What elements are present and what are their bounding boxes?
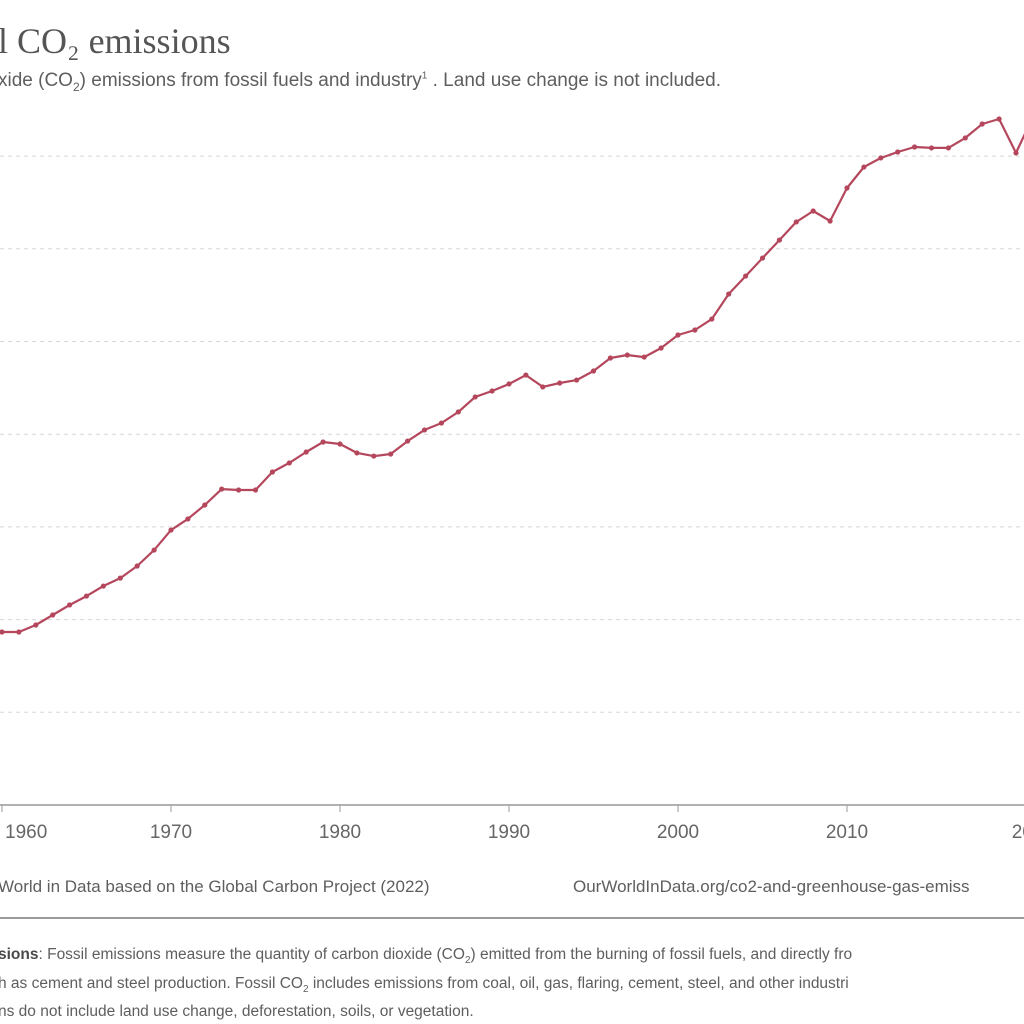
data-point[interactable] — [861, 164, 867, 170]
x-tick-label: 2010 — [826, 822, 868, 843]
chart-subtitle: xide (CO2) emissions from fossil fuels a… — [0, 70, 721, 94]
data-point[interactable] — [371, 453, 377, 459]
x-tick-label: 1970 — [150, 822, 192, 843]
data-point[interactable] — [489, 388, 495, 394]
data-point[interactable] — [895, 149, 901, 155]
footer-divider — [0, 917, 1024, 919]
data-point[interactable] — [16, 629, 22, 635]
data-point[interactable] — [743, 273, 749, 279]
data-point[interactable] — [793, 219, 799, 225]
data-point[interactable] — [523, 372, 529, 378]
chart-title: l CO₂ emissions — [0, 21, 231, 61]
data-point[interactable] — [540, 384, 546, 390]
data-point[interactable] — [759, 255, 766, 261]
subtitle-text: . Land use change is not included. — [427, 70, 721, 91]
data-point[interactable] — [83, 593, 90, 599]
subtitle-text: ) emissions from fossil fuels and indust… — [79, 70, 422, 91]
note-subscript: 2 — [302, 983, 309, 995]
data-point[interactable] — [810, 208, 816, 214]
data-point[interactable] — [1013, 150, 1019, 156]
data-point[interactable] — [675, 332, 681, 338]
data-point[interactable] — [388, 451, 394, 457]
data-point[interactable] — [726, 291, 732, 297]
data-point[interactable] — [878, 155, 884, 161]
data-point[interactable] — [928, 145, 935, 151]
data-point[interactable] — [50, 612, 56, 618]
data-point[interactable] — [996, 116, 1002, 122]
data-point[interactable] — [117, 575, 123, 581]
data-point[interactable] — [624, 352, 630, 358]
data-point[interactable] — [252, 487, 259, 493]
x-tick-label: 2021 — [1012, 822, 1024, 843]
x-tick-label: 1960 — [5, 822, 47, 843]
data-point[interactable] — [202, 502, 208, 508]
data-point[interactable] — [692, 327, 698, 333]
data-point[interactable] — [100, 583, 106, 589]
data-point[interactable] — [844, 185, 850, 191]
data-point[interactable] — [354, 450, 360, 456]
note-line-3: ns do not include land use change, defor… — [0, 1003, 474, 1021]
data-point[interactable] — [455, 409, 461, 415]
line-chart: 1960 1970 1980 1990 2000 2010 2021 — [0, 116, 1024, 843]
note-text: includes emissions from coal, oil, gas, … — [308, 974, 849, 992]
data-point[interactable] — [945, 145, 952, 151]
data-point[interactable] — [472, 394, 478, 400]
data-point[interactable] — [236, 487, 242, 493]
data-point[interactable] — [405, 438, 411, 444]
x-tick-label: 1990 — [488, 822, 530, 843]
note-text: : Fossil emissions measure the quantity … — [38, 946, 465, 963]
note-line-2: h as cement and steel production. Fossil… — [0, 973, 852, 1002]
data-point[interactable] — [286, 460, 292, 466]
data-point[interactable] — [337, 441, 343, 447]
data-point[interactable] — [962, 135, 968, 141]
data-point[interactable] — [607, 355, 614, 361]
definition-note: sions: Fossil emissions measure the quan… — [0, 944, 852, 1024]
data-points — [0, 116, 1019, 635]
data-point[interactable] — [641, 354, 647, 360]
data-point[interactable] — [557, 380, 563, 386]
data-point[interactable] — [303, 449, 309, 455]
data-point[interactable] — [438, 420, 444, 426]
data-point[interactable] — [269, 469, 275, 475]
source-url-link[interactable]: OurWorldInData.org/co2-and-greenhouse-ga… — [573, 877, 970, 896]
data-point[interactable] — [979, 121, 985, 127]
series-line[interactable] — [2, 117, 1024, 634]
x-axis-ticks: 1960 1970 1980 1990 2000 2010 2021 — [1, 805, 1024, 843]
data-point[interactable] — [709, 316, 715, 322]
footnote-marker[interactable]: 1 — [421, 70, 428, 82]
data-point[interactable] — [0, 629, 5, 635]
data-point[interactable] — [776, 237, 783, 243]
data-point[interactable] — [827, 218, 833, 224]
data-point[interactable] — [506, 381, 512, 387]
subtitle-text: xide (CO — [0, 70, 73, 91]
data-point[interactable] — [658, 345, 664, 351]
data-point[interactable] — [574, 377, 580, 383]
data-point[interactable] — [185, 516, 191, 522]
data-point[interactable] — [151, 547, 157, 553]
data-point[interactable] — [168, 527, 174, 533]
data-point[interactable] — [67, 602, 73, 608]
note-line-1: sions: Fossil emissions measure the quan… — [0, 944, 852, 973]
note-text: h as cement and steel production. Fossil… — [0, 974, 303, 992]
note-subscript: 2 — [464, 955, 471, 967]
subtitle-subscript: 2 — [72, 79, 80, 94]
data-point[interactable] — [33, 622, 39, 628]
note-term: sions — [0, 946, 39, 963]
x-tick-label: 2000 — [657, 822, 699, 843]
data-point[interactable] — [320, 439, 326, 445]
data-point[interactable] — [590, 368, 597, 374]
x-tick-label: 1980 — [319, 822, 361, 843]
note-text: ) emitted from the burning of fossil fue… — [470, 946, 853, 963]
data-point[interactable] — [421, 427, 428, 433]
source-text: World in Data based on the Global Carbon… — [0, 877, 430, 896]
data-point[interactable] — [134, 563, 140, 569]
data-point[interactable] — [912, 144, 918, 150]
data-point[interactable] — [219, 486, 225, 492]
gridlines — [0, 155, 1024, 713]
